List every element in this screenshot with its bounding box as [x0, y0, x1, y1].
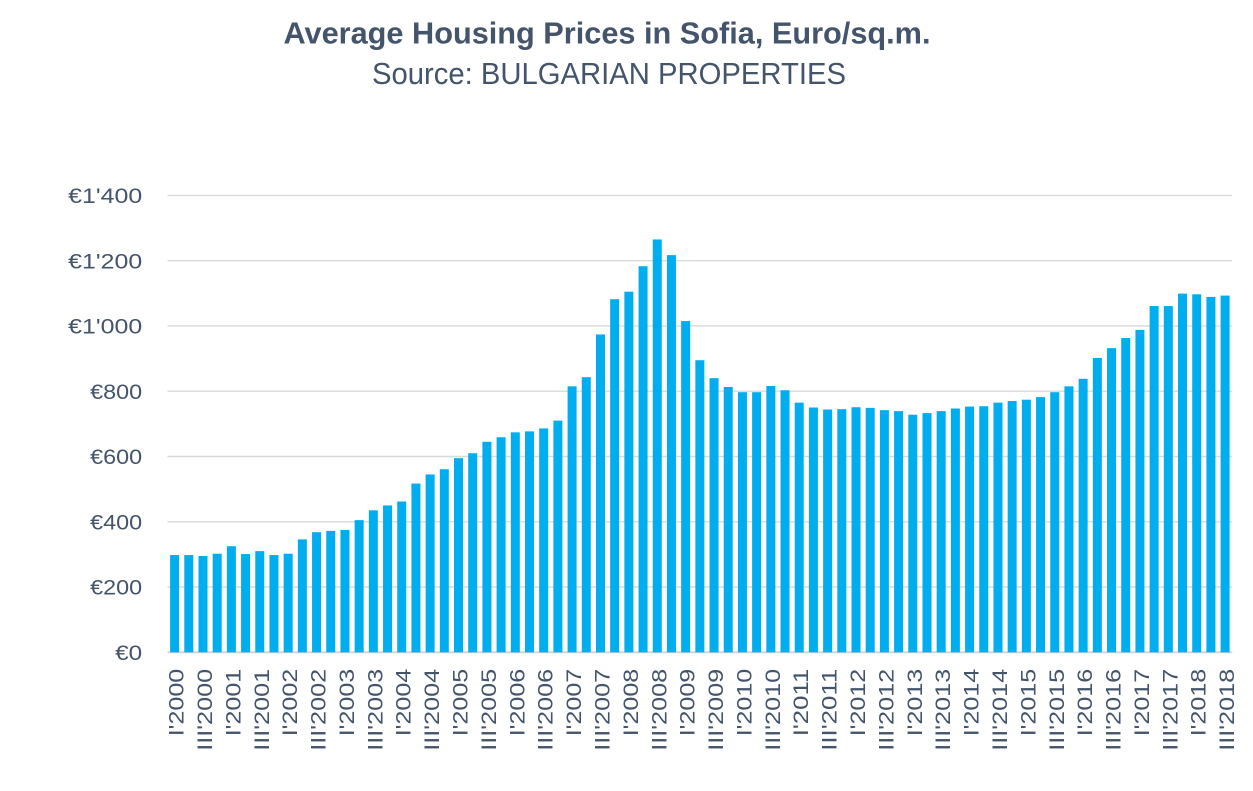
svg-text:I'2004: I'2004 — [392, 669, 416, 737]
svg-text:€400: €400 — [90, 511, 142, 535]
svg-text:III'2000: III'2000 — [193, 669, 217, 751]
svg-text:I'2007: I'2007 — [562, 669, 586, 737]
svg-text:III'2006: III'2006 — [534, 669, 558, 751]
svg-text:III'2010: III'2010 — [761, 669, 785, 751]
svg-text:I'2003: I'2003 — [335, 669, 359, 737]
svg-text:€1'200: €1'200 — [68, 249, 142, 273]
svg-text:I'2006: I'2006 — [505, 669, 529, 737]
svg-text:III'2008: III'2008 — [647, 669, 671, 751]
svg-text:III'2007: III'2007 — [591, 669, 615, 751]
svg-text:€1'400: €1'400 — [68, 184, 142, 208]
svg-text:III'2004: III'2004 — [420, 669, 444, 751]
svg-text:III'2011: III'2011 — [818, 669, 842, 751]
svg-text:Average Housing Prices in Sofi: Average Housing Prices in Sofia, Euro/sq… — [284, 17, 931, 51]
svg-text:III'2016: III'2016 — [1102, 669, 1126, 751]
svg-text:I'2010: I'2010 — [732, 669, 756, 737]
svg-text:I'2016: I'2016 — [1073, 669, 1097, 737]
svg-text:III'2014: III'2014 — [988, 669, 1012, 751]
svg-text:€200: €200 — [90, 576, 142, 600]
svg-text:I'2005: I'2005 — [449, 669, 473, 737]
svg-text:III'2012: III'2012 — [874, 669, 898, 751]
svg-text:I'2013: I'2013 — [903, 669, 927, 737]
svg-text:I'2012: I'2012 — [846, 669, 870, 737]
svg-text:III'2003: III'2003 — [363, 669, 387, 751]
svg-text:€1'000: €1'000 — [68, 315, 142, 339]
svg-text:€600: €600 — [90, 445, 142, 469]
svg-text:Source: BULGARIAN PROPERTIES: Source: BULGARIAN PROPERTIES — [372, 57, 846, 91]
svg-text:III'2017: III'2017 — [1158, 669, 1182, 751]
svg-text:III'2009: III'2009 — [704, 669, 728, 751]
svg-text:I'2018: I'2018 — [1187, 669, 1211, 737]
svg-text:I'2011: I'2011 — [789, 669, 813, 737]
svg-text:III'2013: III'2013 — [931, 669, 955, 751]
svg-text:III'2001: III'2001 — [250, 669, 274, 751]
svg-text:III'2015: III'2015 — [1045, 669, 1069, 751]
svg-text:I'2015: I'2015 — [1016, 669, 1040, 737]
svg-text:I'2017: I'2017 — [1130, 669, 1154, 737]
svg-text:III'2002: III'2002 — [307, 669, 331, 751]
svg-text:III'2005: III'2005 — [477, 669, 501, 751]
svg-text:I'2000: I'2000 — [165, 669, 189, 737]
svg-text:I'2009: I'2009 — [676, 669, 700, 737]
svg-text:I'2001: I'2001 — [221, 669, 245, 737]
svg-text:I'2002: I'2002 — [278, 669, 302, 737]
svg-text:I'2008: I'2008 — [619, 669, 643, 737]
svg-text:€800: €800 — [90, 380, 142, 404]
svg-text:I'2014: I'2014 — [960, 669, 984, 737]
svg-text:III'2018: III'2018 — [1215, 669, 1239, 751]
svg-text:€0: €0 — [115, 641, 142, 665]
